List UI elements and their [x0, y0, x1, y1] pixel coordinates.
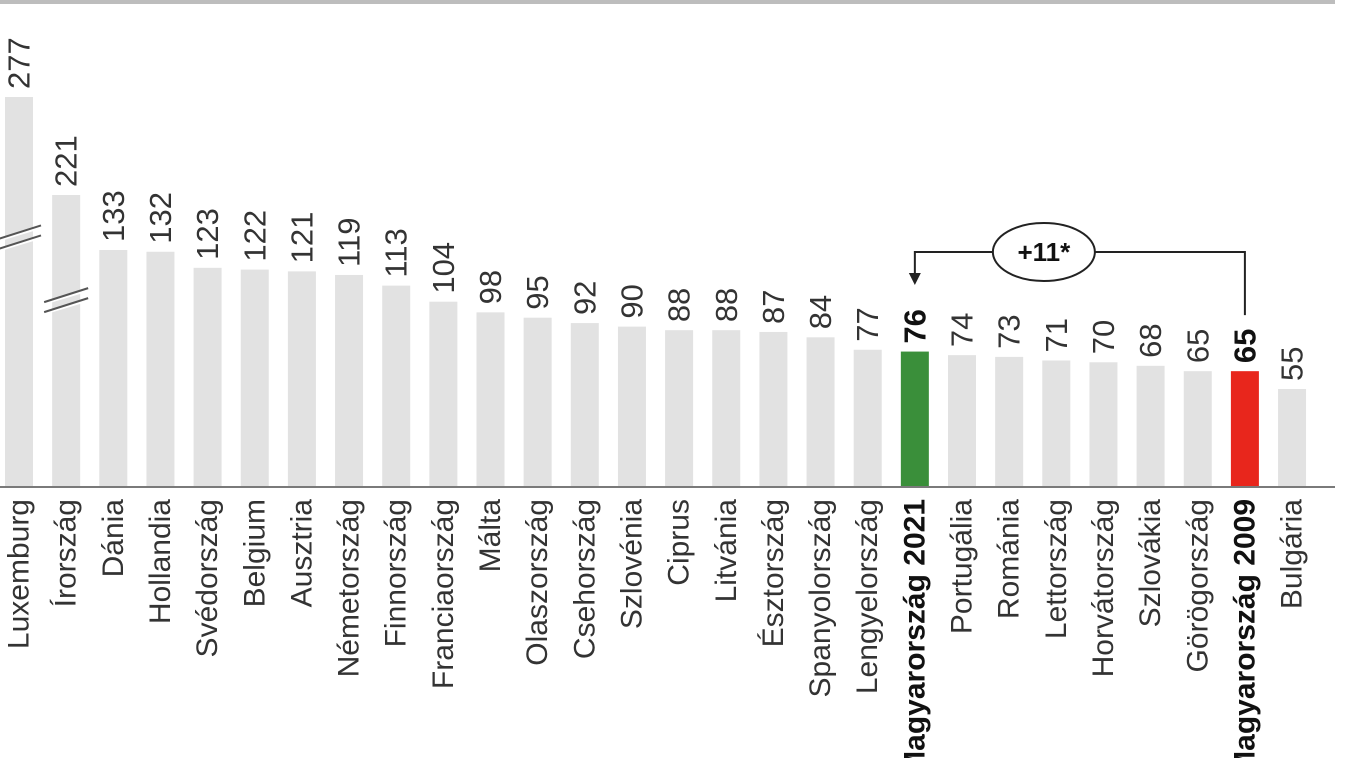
bars-group [5, 97, 1307, 487]
value-label-csehorszag: 92 [567, 281, 602, 315]
category-label-ausztria: Ausztria [285, 499, 318, 608]
category-label-romania: Románia [993, 499, 1026, 619]
annotation-label: +11* [1017, 237, 1071, 267]
change-annotation: +11* [908, 222, 1246, 316]
category-label-hollandia: Hollandia [144, 499, 177, 624]
category-label-luxemburg: Luxemburg [3, 499, 36, 649]
bar-belgium [240, 269, 269, 487]
category-label-lengyelorszag: Lengyelország [851, 499, 884, 694]
axis-break-line [0, 234, 42, 250]
category-label-portugalia: Portugália [946, 499, 979, 634]
bar-spanyolorszag [806, 337, 835, 487]
bar-nemetorszag [335, 274, 364, 487]
category-label-csehorszag: Csehország [568, 499, 601, 659]
bar-ausztria [287, 271, 316, 487]
value-label-magyarorszag-2021: 76 [897, 309, 932, 343]
bar-ciprus [665, 330, 694, 487]
category-label-belgium: Belgium [238, 499, 271, 607]
value-label-bulgaria: 55 [1275, 347, 1310, 381]
category-label-magyarorszag-2021: Magyarország 2021 [898, 499, 931, 758]
bar-magyarorszag-2021 [900, 351, 929, 487]
category-label-bulgaria: Bulgária [1276, 499, 1309, 609]
category-label-nemetorszag: Németország [333, 499, 366, 677]
value-label-ciprus: 88 [662, 288, 697, 322]
value-label-ausztria: 121 [284, 212, 319, 264]
bar-esztorszag [759, 331, 788, 487]
category-labels: Luxemburg Írország Dánia Hollandia Svédorszá… [3, 499, 1309, 758]
bar-horvatorszag [1089, 362, 1118, 487]
bar-litvania [712, 330, 741, 487]
bar-svedorszag [193, 267, 222, 487]
category-label-esztorszag: Észtország [757, 499, 790, 647]
value-label-luxemburg: 277 [2, 37, 37, 89]
category-label-szlovenia: Szlovénia [615, 499, 648, 629]
value-label-magyarorszag-2009: 65 [1227, 329, 1262, 363]
category-label-ciprus: Ciprus [663, 499, 696, 586]
category-label-gorogorszag: Görögország [1181, 499, 1214, 672]
value-label-malta: 98 [473, 270, 508, 304]
value-label-portugalia: 74 [945, 313, 980, 347]
axis-break-marks [0, 224, 89, 315]
bar-finnorszag [382, 285, 411, 487]
annotation-ellipse [991, 222, 1096, 282]
value-label-olaszorszag: 95 [520, 275, 555, 309]
bar-szlovakia [1136, 365, 1165, 487]
category-label-malta: Málta [474, 499, 507, 573]
category-label-szlovakia: Szlovákia [1134, 499, 1167, 628]
axis-break-line [43, 297, 89, 314]
value-label-litvania: 88 [709, 288, 744, 322]
bar-olaszorszag [523, 317, 552, 487]
value-label-szlovenia: 90 [614, 284, 649, 318]
value-label-finnorszag: 113 [379, 228, 414, 277]
value-label-irorszag: 221 [49, 135, 84, 187]
value-label-belgium: 122 [237, 210, 272, 262]
value-label-lengyelorszag: 77 [850, 307, 885, 341]
value-label-horvatorszag: 70 [1086, 320, 1121, 354]
value-label-svedorszag: 123 [190, 208, 225, 260]
bar-romania [995, 356, 1024, 487]
value-label-romania: 73 [992, 314, 1027, 348]
bar-magyarorszag-2009 [1230, 371, 1259, 487]
value-label-hollandia: 132 [143, 192, 178, 244]
value-label-franciaorszag: 104 [426, 242, 461, 294]
bar-hollandia [146, 251, 175, 487]
bar-csehorszag [570, 323, 599, 487]
annotation-arrowhead [908, 273, 921, 285]
bar-malta [476, 312, 505, 487]
category-label-spanyolorszag: Spanyolország [804, 499, 837, 697]
category-label-litvania: Litvánia [710, 499, 743, 603]
value-label-nemetorszag: 119 [332, 218, 367, 267]
category-label-finnorszag: Finnország [380, 499, 413, 647]
category-label-franciaorszag: Franciaország [427, 499, 460, 689]
category-label-dania: Dánia [97, 499, 130, 578]
bar-luxemburg [5, 97, 33, 487]
bar-bulgaria [1278, 388, 1307, 487]
value-label-szlovakia: 68 [1133, 323, 1168, 357]
bar-dania [99, 249, 128, 487]
category-label-lettorszag: Lettország [1040, 499, 1073, 639]
value-label-gorogorszag: 65 [1180, 329, 1215, 363]
bar-portugalia [948, 355, 976, 487]
value-label-lettorszag: 71 [1039, 318, 1074, 352]
bar-franciaorszag [429, 301, 458, 487]
value-label-spanyolorszag: 84 [803, 295, 838, 329]
axis-break-line [0, 224, 42, 240]
axis-break-line [43, 287, 89, 304]
category-label-irorszag: Írország [50, 499, 83, 607]
value-label-esztorszag: 87 [756, 289, 791, 323]
bar-irorszag [52, 195, 81, 487]
bar-lettorszag [1042, 360, 1071, 487]
category-label-magyarorszag-2009: Magyarország 2009 [1228, 499, 1261, 758]
value-labels: 277 221 133 132 123 122 121 119 113 104 98 95 92 90 88… [2, 37, 1310, 381]
bar-gorogorszag [1183, 371, 1212, 487]
category-label-horvatorszag: Horvátország [1087, 499, 1120, 677]
bar-szlovenia [617, 326, 646, 487]
value-label-dania: 133 [96, 190, 131, 242]
bar-lengyelorszag [853, 349, 882, 487]
category-label-olaszorszag: Olaszország [521, 499, 554, 666]
category-label-svedorszag: Svédország [191, 499, 224, 657]
